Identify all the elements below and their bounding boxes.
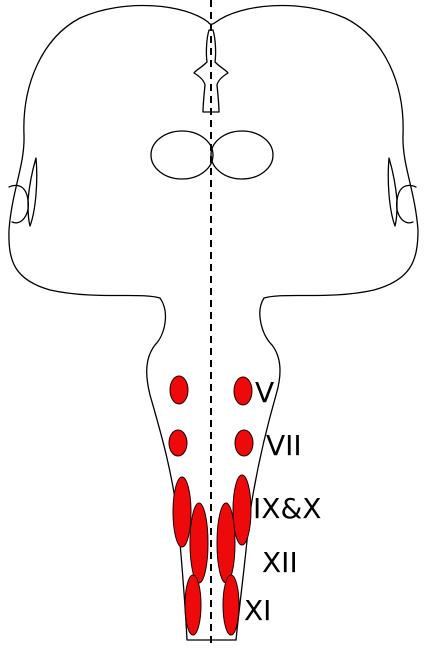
label-xi: XI [244,594,271,627]
nucleus-ix-x-left [172,476,192,548]
nucleus-vii-left [168,429,188,457]
nucleus-ix-x-right [232,474,252,546]
left-lateral-structure-inner [27,157,38,227]
central-ventricle [193,29,229,113]
nucleus-v-left [169,375,189,405]
label-ix-x: IX&X [253,492,321,525]
right-round-structure [210,130,274,180]
label-xii: XII [262,546,298,579]
nucleus-v-right [233,376,253,406]
nucleus-xii-left [189,502,209,584]
label-vii: VII [266,429,302,462]
nucleus-xi-right [222,574,240,636]
nucleus-vii-right [234,429,254,457]
brain-outline [8,4,419,641]
nucleus-xi-left [184,574,202,636]
label-v: V [255,376,274,409]
right-lateral-structure-inner [387,157,398,227]
nucleus-xii-right [216,502,236,584]
left-round-structure [150,130,214,180]
left-lateral-structure [8,184,29,224]
right-lateral-structure [396,184,417,224]
